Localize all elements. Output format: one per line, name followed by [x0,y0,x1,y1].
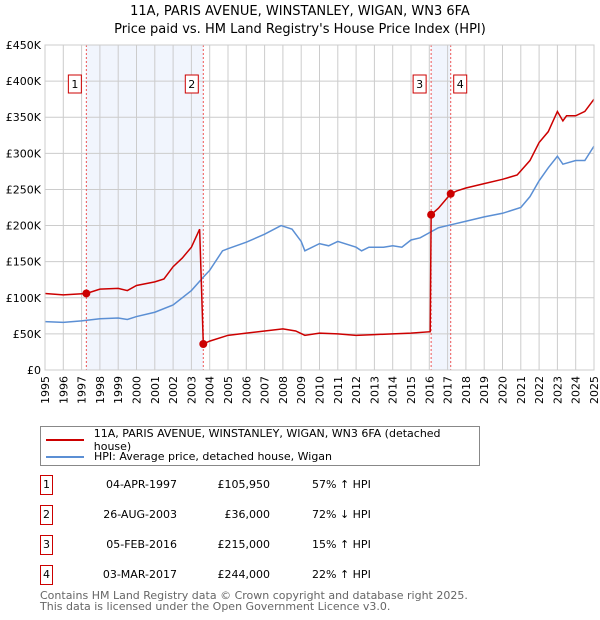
x-tick-label: 1996 [57,376,70,404]
transaction-date: 03-MAR-2017 [102,568,177,581]
sale-point [446,189,455,198]
x-tick-label: 2015 [405,376,418,404]
x-tick-label: 2020 [497,376,510,404]
x-tick-label: 2012 [350,376,363,404]
chart-title: 11A, PARIS AVENUE, WINSTANLEY, WIGAN, WN… [130,4,470,19]
x-tick-label: 2007 [259,376,272,404]
x-tick-label: 2021 [515,376,528,404]
sale-point [427,210,436,219]
x-tick-label: 2023 [551,376,564,404]
shaded-period [431,45,451,370]
x-tick-label: 2010 [314,376,327,404]
legend-label-property: 11A, PARIS AVENUE, WINSTANLEY, WIGAN, WN… [93,426,441,453]
chart-subtitle: Price paid vs. HM Land Registry's House … [114,22,486,37]
y-tick-label: £400K [6,75,42,88]
legend-label-hpi: HPI: Average price, detached house, Wiga… [94,450,333,463]
x-tick-label: 2006 [240,376,253,404]
transaction-price: £36,000 [224,508,271,521]
x-tick-label: 2014 [387,376,400,404]
sale-label: 3 [416,78,423,91]
x-tick-label: 2011 [332,376,345,404]
x-tick-label: 1995 [39,376,52,404]
transaction-price: £244,000 [217,568,271,581]
y-tick-label: £350K [6,111,42,124]
y-tick-label: £50K [13,328,42,341]
transaction-number: 3 [40,535,53,555]
x-tick-label: 2001 [149,376,162,404]
footer-line-1: Contains HM Land Registry data © Crown c… [40,589,468,602]
y-tick-label: £250K [6,183,42,196]
x-tick-label: 2019 [478,376,491,404]
x-tick-label: 2017 [442,376,455,404]
price-chart: 1995 1996 1997 1998 1999 2000 2001 2002 2003 2004… [6,39,600,404]
legend-swatch-hpi [46,455,84,458]
x-tick-label: 2004 [204,376,217,404]
x-tick-label: 2002 [167,376,180,404]
y-tick-label: £150K [6,256,42,269]
x-tick-label: 2025 [588,376,600,404]
x-tick-label: 2003 [185,376,198,404]
x-tick-label: 2005 [222,376,235,404]
x-tick-label: 2013 [368,376,381,404]
sale-label-box [412,74,427,94]
sale-label-box [67,74,82,94]
hpi-line [44,145,595,324]
property-price-line [44,98,595,346]
x-tick-label: 2024 [570,376,583,404]
legend: 11A, PARIS AVENUE, WINSTANLEY, WIGAN, WN… [40,426,480,466]
footer-line-2: This data is licensed under the Open Gov… [40,600,391,613]
sale-label-box [184,74,199,94]
transaction-date: 05-FEB-2016 [106,538,177,551]
transaction-hpi: 22% ↑ HPI [312,568,371,581]
transaction-date: 26-AUG-2003 [103,508,177,521]
x-tick-label: 2022 [533,376,546,404]
legend-swatch-property [46,438,84,441]
y-tick-label: £0 [27,364,41,377]
transaction-date: 04-APR-1997 [105,478,177,491]
transaction-price: £105,950 [217,478,271,491]
sale-label-box [453,74,468,94]
sale-label: 2 [188,78,195,91]
sale-point [82,289,91,298]
plot-border [44,44,595,371]
transaction-hpi: 72% ↓ HPI [312,508,371,521]
x-tick-label: 2016 [423,376,436,404]
shaded-period [86,45,204,370]
x-tick-label: 1999 [112,376,125,404]
x-tick-label: 2000 [131,376,144,404]
x-tick-label: 1997 [76,376,89,404]
y-tick-label: £200K [6,220,42,233]
x-tick-label: 2009 [295,376,308,404]
transaction-hpi: 15% ↑ HPI [312,538,371,551]
sale-label: 4 [457,78,464,91]
y-tick-label: £100K [6,292,42,305]
transaction-hpi: 57% ↑ HPI [312,478,371,491]
sale-point [199,340,208,348]
transaction-number: 1 [40,475,53,495]
y-tick-label: £300K [6,147,42,160]
x-tick-label: 2008 [277,376,290,404]
footer: Contains HM Land Registry data © Crown c… [40,590,468,612]
sale-label: 1 [71,78,78,91]
x-tick-label: 2018 [460,376,473,404]
x-tick-label: 1998 [94,376,107,404]
transaction-number: 4 [40,565,53,585]
y-tick-label: £450K [6,39,42,52]
transaction-price: £215,000 [217,538,271,551]
transaction-number: 2 [40,505,53,525]
